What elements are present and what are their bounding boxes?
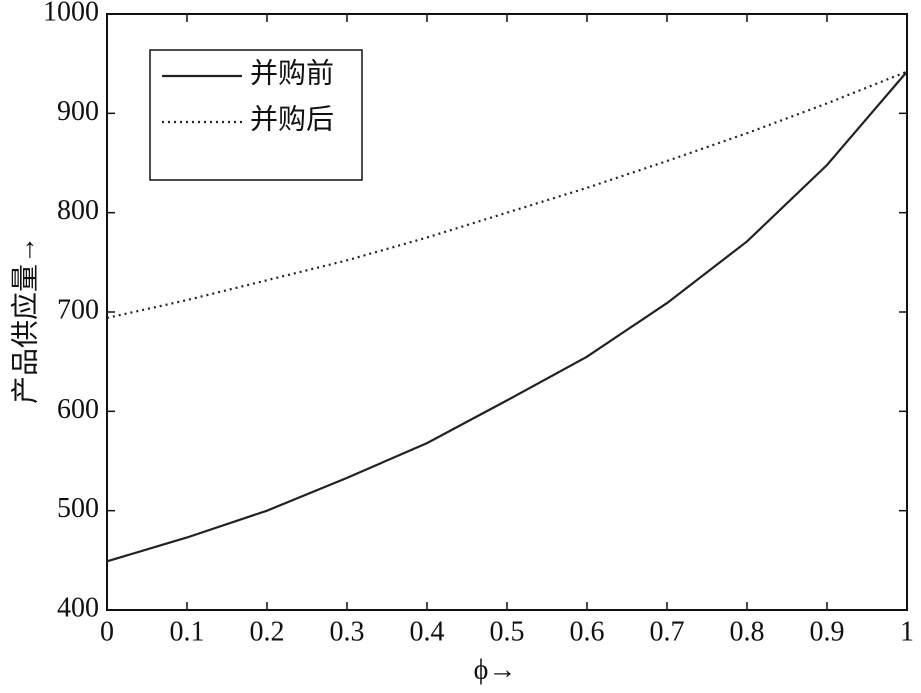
x-tick-label: 0.8: [730, 616, 765, 647]
y-axis-label: 产品供应量→: [9, 236, 41, 404]
x-tick-label: 0.1: [170, 616, 205, 647]
legend-label: 并购前: [250, 57, 334, 89]
legend-box: [149, 49, 363, 181]
x-tick-label: 0.6: [570, 616, 605, 647]
y-tick-label: 900: [57, 96, 99, 127]
y-tick-label: 800: [57, 195, 99, 226]
y-tick-label: 600: [57, 394, 99, 425]
x-axis-label: ϕ→: [474, 654, 517, 685]
y-tick-label: 400: [57, 592, 99, 623]
x-tick-label: 0.7: [650, 616, 685, 647]
y-tick-label: 500: [57, 493, 99, 524]
x-tick-label: 0.4: [410, 616, 445, 647]
x-tick-label: 0.5: [490, 616, 525, 647]
x-tick-label: 0.9: [810, 616, 845, 647]
series-line: [106, 70, 908, 563]
x-tick-label: 0.2: [250, 616, 285, 647]
legend-label: 并购后: [250, 103, 334, 135]
x-tick-label: 0.3: [330, 616, 365, 647]
y-tick-label: 1000: [43, 0, 99, 27]
y-tick-label: 700: [57, 294, 99, 325]
x-tick-label: 1: [900, 616, 914, 647]
x-tick-label: 0: [100, 616, 114, 647]
